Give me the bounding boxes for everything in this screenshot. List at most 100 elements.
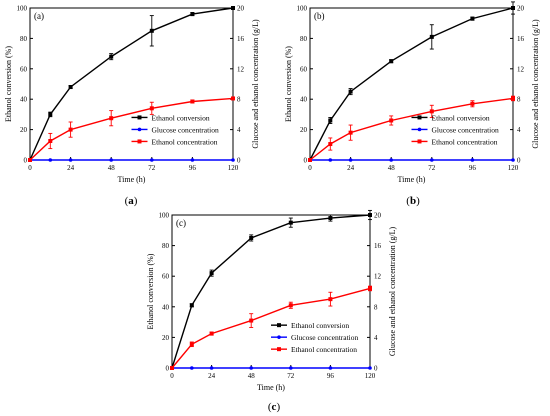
legend-marker: [137, 115, 142, 120]
data-point: [328, 118, 333, 123]
y2-tick-label: 12: [237, 65, 245, 73]
legend-marker: [417, 115, 422, 120]
caption-letter: c: [272, 401, 277, 413]
y2-axis-label: Glucose and ethanol concentration (g/L): [251, 19, 260, 149]
y2-tick-label: 0: [237, 157, 241, 165]
data-point: [348, 158, 353, 162]
legend-label: Ethanol concentration: [291, 345, 357, 354]
data-point: [429, 109, 434, 114]
caption-letter: b: [410, 195, 416, 207]
series-3: [28, 96, 235, 162]
panel-tag: (c): [176, 218, 186, 228]
caption-close: ): [416, 195, 420, 207]
data-point: [430, 158, 434, 162]
data-point: [249, 318, 254, 323]
x-tick-label: 96: [189, 164, 197, 172]
data-point: [150, 158, 154, 162]
legend: Ethanol conversion Glucose concentration E…: [271, 321, 359, 354]
data-point: [48, 112, 53, 117]
y2-tick-label: 4: [374, 334, 378, 342]
legend-label: Glucose concentration: [152, 125, 220, 134]
data-point: [470, 16, 475, 21]
legend-label: Ethanol concentration: [152, 137, 218, 146]
series-3: [308, 95, 515, 162]
data-point: [348, 130, 353, 135]
series-3: [170, 285, 372, 370]
data-point: [109, 116, 114, 121]
legend-label: Ethanol conversion: [152, 113, 210, 122]
x-axis-label: Time (h): [118, 175, 146, 184]
panel-caption: (c): [268, 401, 281, 413]
series-2: [308, 158, 515, 162]
y-tick-label: 100: [159, 212, 170, 220]
y-tick-label: 20: [20, 126, 28, 134]
x-tick-label: 48: [108, 164, 116, 172]
data-point: [231, 6, 235, 10]
data-point: [511, 158, 515, 162]
data-point: [190, 99, 195, 104]
y-tick-label: 40: [20, 96, 28, 104]
data-point: [470, 101, 475, 106]
data-point: [470, 158, 475, 162]
caption-open: (: [125, 195, 129, 207]
data-point: [209, 366, 214, 370]
y2-tick-label: 12: [517, 65, 525, 73]
legend-marker: [277, 335, 281, 339]
legend-marker: [137, 127, 142, 132]
y-tick-label: 0: [304, 157, 308, 165]
x-tick-label: 120: [365, 372, 376, 380]
data-point: [328, 366, 333, 370]
data-point: [48, 158, 53, 162]
data-point: [389, 59, 394, 64]
data-point: [68, 85, 73, 90]
legend-marker: [277, 323, 281, 328]
x-tick-label: 96: [327, 372, 335, 380]
legend: Ethanol conversion Glucose concentration E…: [411, 113, 499, 146]
data-point: [209, 331, 214, 336]
data-point: [149, 106, 154, 111]
y2-tick-label: 20: [517, 5, 525, 13]
caption-open: (: [268, 401, 272, 413]
legend-label: Ethanol conversion: [432, 113, 490, 122]
y2-tick-label: 8: [374, 303, 378, 311]
y-tick-label: 60: [20, 65, 28, 73]
x-tick-label: 48: [388, 164, 396, 172]
x-tick-label: 24: [347, 164, 355, 172]
data-point: [249, 235, 254, 240]
data-point: [28, 158, 32, 162]
data-point: [149, 28, 154, 33]
y2-tick-label: 0: [517, 157, 521, 165]
data-point: [328, 142, 333, 147]
y2-tick-label: 4: [237, 126, 241, 134]
caption-close: ): [276, 401, 280, 413]
data-point: [68, 127, 73, 132]
data-point: [368, 286, 372, 291]
x-tick-label: 72: [287, 372, 295, 380]
y-tick-label: 80: [162, 242, 170, 250]
legend-marker: [417, 127, 422, 132]
data-point: [511, 6, 515, 10]
y-tick-label: 0: [166, 365, 170, 373]
data-point: [308, 158, 312, 162]
y2-tick-label: 20: [237, 5, 245, 13]
series-1: [28, 6, 235, 162]
data-point: [389, 118, 394, 123]
data-point: [231, 158, 235, 162]
x-tick-label: 72: [148, 164, 156, 172]
x-tick-label: 120: [228, 164, 239, 172]
panel-tag: (b): [314, 11, 325, 21]
y-axis-label: Ethanol conversion (%): [146, 253, 155, 329]
x-tick-label: 24: [67, 164, 75, 172]
y2-tick-label: 4: [517, 126, 521, 134]
data-point: [190, 12, 195, 17]
data-point: [429, 34, 434, 39]
y2-tick-label: 8: [517, 96, 521, 104]
y-tick-label: 40: [162, 303, 170, 311]
data-point: [348, 89, 353, 94]
y2-axis-label: Glucose and ethanol concentration (g/L): [531, 19, 540, 149]
data-point: [328, 216, 333, 221]
panel-caption: (a): [125, 195, 138, 207]
y-tick-label: 20: [162, 334, 170, 342]
